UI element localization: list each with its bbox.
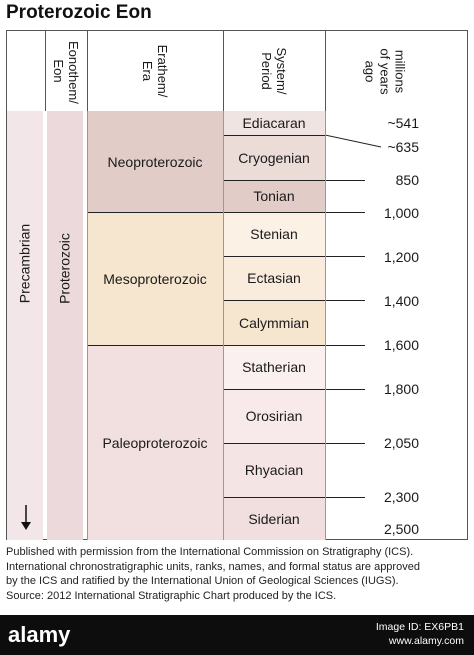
age-label: 2,500 [383,521,419,537]
period-tonian: Tonian [223,180,325,212]
period-stenian: Stenian [223,212,325,256]
boundary-line [223,180,365,181]
boundary-line [223,256,365,257]
footer-credits: Published with permission from the Inter… [6,545,468,603]
period-rhyacian: Rhyacian [223,443,325,497]
watermark-bar: alamy Image ID: EX6PB1 www.alamy.com [0,615,474,655]
header-system: System/Period [259,47,289,95]
footer-line: Source: 2012 International Stratigraphic… [6,589,337,602]
boundary-line [87,345,365,346]
period-orosirian: Orosirian [223,389,325,443]
boundary-line [87,212,365,213]
period-calymmian: Calymmian [223,300,325,345]
proterozoic-label: Proterozoic [56,233,73,304]
boundary-line [223,389,365,390]
stratigraphic-chart: Eonothem/Eon Erathem/Era System/Period m… [6,30,468,540]
age-label: 1,200 [383,249,419,265]
period-statherian: Statherian [223,345,325,389]
boundary-line [223,135,325,136]
boundary-line [223,497,365,498]
proterozoic-column [47,111,83,540]
era-mesoproterozoic: Mesoproterozoic [87,212,223,345]
period-siderian: Siderian [223,497,325,540]
header-eonothem: Eonothem/Eon [51,41,81,104]
precambrian-column [7,111,43,540]
age-label: 1,000 [383,205,419,221]
age-label: 1,800 [383,381,419,397]
period-cryogenian: Cryogenian [223,135,325,180]
boundary-line-diagonal [325,134,382,148]
era-neoproterozoic: Neoproterozoic [87,111,223,212]
footer-line: Published with permission from the Inter… [6,546,414,558]
boundary-line [223,443,365,444]
period-ectasian: Ectasian [223,256,325,300]
age-label: 1,400 [383,293,419,309]
boundary-line [223,300,365,301]
watermark-info: Image ID: EX6PB1 www.alamy.com [375,621,464,647]
age-label: ~635 [387,139,419,155]
footer-line: International chronostratigraphic units,… [6,560,420,573]
page-title: Proterozoic Eon [6,2,152,23]
age-label: 850 [395,172,419,188]
footer-line: by the ICS and ratified by the Internati… [6,575,399,587]
precambrian-label: Precambrian [16,223,33,304]
age-label: ~541 [387,115,419,131]
header-erathem: Erathem/Era [140,44,170,98]
alamy-logo: alamy [8,622,71,647]
age-label: 1,600 [383,337,419,353]
age-label: 2,300 [383,489,419,505]
period-ediacaran: Ediacaran [223,111,325,135]
age-label: 2,050 [383,435,419,451]
era-paleoproterozoic: Paleoproterozoic [87,345,223,540]
header-age: millions of years ago [362,48,408,95]
arrow-down-icon [20,505,32,531]
